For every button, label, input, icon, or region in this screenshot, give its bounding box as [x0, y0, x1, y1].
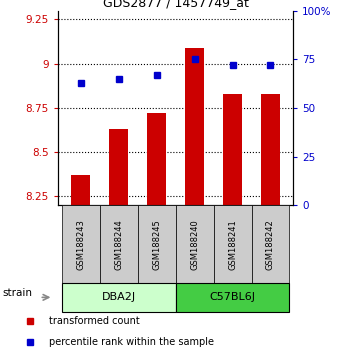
- Bar: [223, 94, 242, 205]
- Text: GSM188242: GSM188242: [266, 219, 275, 270]
- Bar: [213, 205, 252, 283]
- Bar: [109, 129, 128, 205]
- Text: strain: strain: [3, 288, 33, 298]
- Bar: [147, 113, 166, 205]
- Text: GSM188240: GSM188240: [190, 219, 199, 270]
- Text: GSM188243: GSM188243: [76, 219, 85, 270]
- Bar: [176, 205, 213, 283]
- Title: GDS2877 / 1457749_at: GDS2877 / 1457749_at: [103, 0, 249, 10]
- Text: GSM188245: GSM188245: [152, 219, 161, 270]
- Bar: [138, 205, 176, 283]
- Bar: [261, 94, 280, 205]
- Text: DBA2J: DBA2J: [102, 292, 136, 302]
- Bar: [62, 205, 100, 283]
- Bar: [100, 205, 138, 283]
- Bar: [176, 283, 290, 312]
- Text: GSM188241: GSM188241: [228, 219, 237, 270]
- Bar: [71, 175, 90, 205]
- Bar: [252, 205, 290, 283]
- Bar: [185, 48, 204, 205]
- Text: GSM188244: GSM188244: [114, 219, 123, 270]
- Text: transformed count: transformed count: [49, 316, 140, 326]
- Text: percentile rank within the sample: percentile rank within the sample: [49, 337, 214, 347]
- Text: C57BL6J: C57BL6J: [209, 292, 255, 302]
- Bar: [62, 283, 176, 312]
